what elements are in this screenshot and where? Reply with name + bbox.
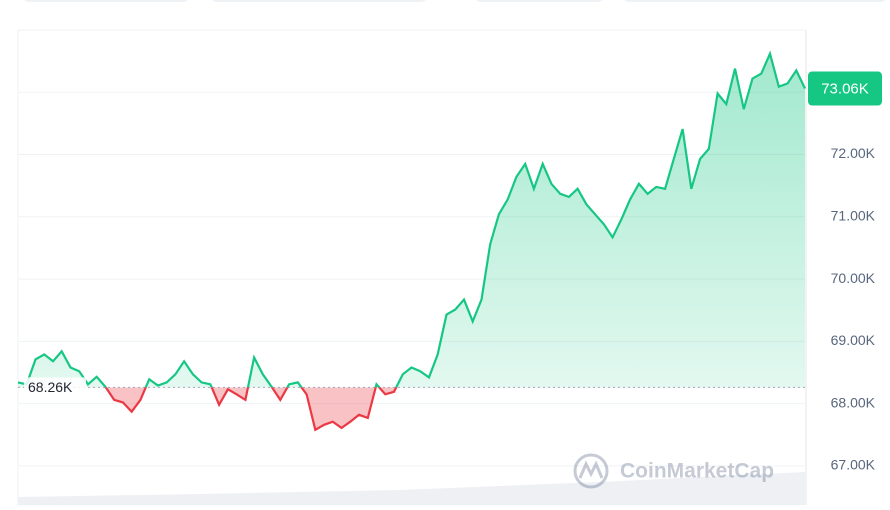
y-tick-label: 72.00K [831,145,876,161]
y-tick-label: 70.00K [831,270,876,286]
tab[interactable] [472,0,607,2]
watermark-text: CoinMarketCap [620,460,774,483]
logo [578,460,604,479]
logo [573,453,609,489]
area-up [18,53,805,388]
tab[interactable] [620,0,890,2]
baseline-label: 68.26K [28,379,73,395]
watermark: CoinMarketCap [573,453,774,489]
tab[interactable] [20,0,192,2]
volume-area [18,472,805,505]
tab[interactable] [208,0,430,2]
y-tick-label: 71.00K [831,208,876,224]
price-tag-label: 73.06K [821,80,869,97]
plot: 68.26K [17,50,806,467]
baseline-label-bg [24,377,86,398]
y-tick-label: 69.00K [831,332,876,348]
price-line-up [17,50,806,388]
price-tag [808,71,882,106]
y-tick-label: 68.00K [831,394,876,410]
y-tick-label: 67.00K [831,457,876,473]
